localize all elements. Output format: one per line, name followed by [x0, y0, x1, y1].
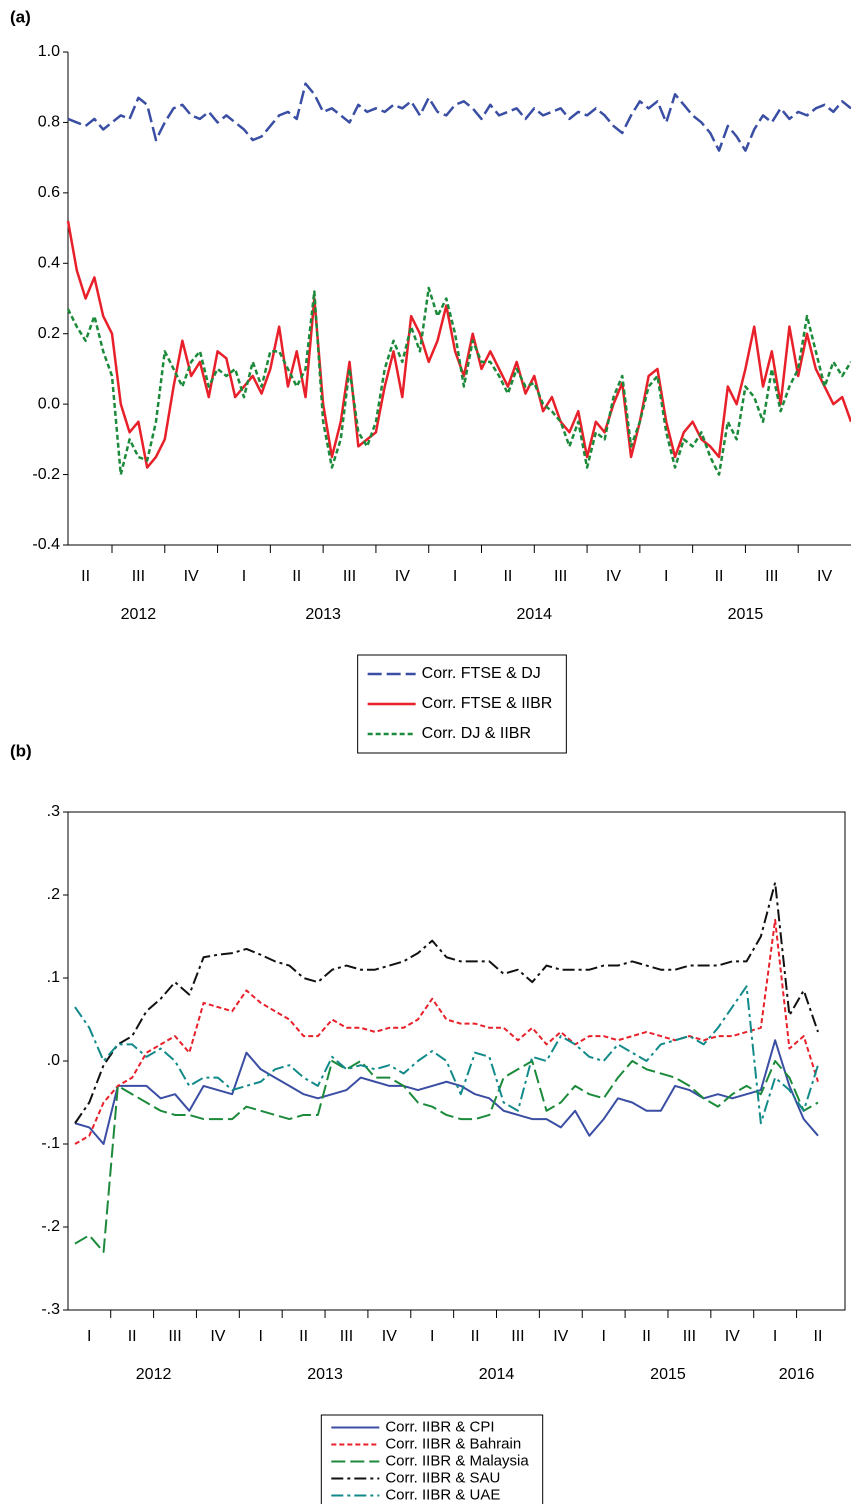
x-tick-label: III — [554, 568, 567, 585]
year-label: 2015 — [728, 606, 764, 623]
x-tick-label: III — [340, 1328, 353, 1345]
y-tick-label: -.2 — [41, 1218, 60, 1235]
legend-label: Corr. IIBR & UAE — [385, 1486, 500, 1503]
x-tick-label: I — [773, 1328, 777, 1345]
x-tick-label: I — [87, 1328, 91, 1345]
series-line — [74, 1039, 819, 1145]
y-tick-label: -.1 — [41, 1135, 60, 1152]
x-tick-label: IV — [553, 1328, 568, 1345]
year-label: 2015 — [650, 1366, 686, 1383]
x-tick-label: IV — [725, 1328, 740, 1345]
x-tick-label: IV — [184, 568, 199, 585]
plot-frame — [67, 811, 846, 1311]
y-tick-label: -0.4 — [32, 536, 60, 553]
year-label: 2016 — [779, 1366, 815, 1383]
legend-label: Corr. FTSE & IIBR — [422, 695, 553, 712]
y-tick-label: 0.8 — [38, 114, 60, 131]
y-tick-label: .2 — [47, 886, 60, 903]
series-line — [74, 881, 819, 1124]
x-tick-label: IV — [395, 568, 410, 585]
year-label: 2012 — [136, 1366, 172, 1383]
y-tick-label: 0.2 — [38, 325, 60, 342]
x-tick-label: I — [259, 1328, 263, 1345]
series-line — [74, 985, 819, 1125]
x-tick-label: III — [683, 1328, 696, 1345]
legend-label: Corr. IIBR & CPI — [385, 1418, 494, 1435]
legend-label: Corr. IIBR & Malaysia — [385, 1452, 529, 1469]
x-tick-label: II — [471, 1328, 480, 1345]
x-tick-label: II — [814, 1328, 823, 1345]
year-label: 2012 — [121, 606, 157, 623]
legend-label: Corr. IIBR & Bahrain — [385, 1435, 521, 1452]
legend-label: Corr. FTSE & DJ — [422, 665, 541, 682]
x-tick-label: III — [765, 568, 778, 585]
year-label: 2013 — [305, 606, 341, 623]
x-tick-label: I — [664, 568, 668, 585]
x-tick-label: IV — [382, 1328, 397, 1345]
y-tick-label: .1 — [47, 969, 60, 986]
y-tick-label: -0.2 — [32, 466, 60, 483]
y-tick-label: .3 — [47, 803, 60, 820]
year-label: 2013 — [307, 1366, 343, 1383]
y-tick-label: 0.0 — [38, 395, 60, 412]
chart-title: (a) — [10, 7, 31, 26]
legend-label: Corr. IIBR & SAU — [385, 1469, 500, 1486]
x-tick-label: IV — [817, 568, 832, 585]
x-tick-label: III — [343, 568, 356, 585]
x-tick-label: III — [168, 1328, 181, 1345]
x-tick-label: III — [511, 1328, 524, 1345]
x-tick-label: II — [642, 1328, 651, 1345]
x-tick-label: II — [715, 568, 724, 585]
y-tick-label: -.3 — [41, 1301, 60, 1318]
x-tick-label: II — [503, 568, 512, 585]
y-tick-label: 1.0 — [38, 43, 60, 60]
x-tick-label: I — [601, 1328, 605, 1345]
x-tick-label: I — [430, 1328, 434, 1345]
chart-title: (b) — [10, 741, 32, 760]
x-tick-label: II — [128, 1328, 137, 1345]
x-tick-label: IV — [606, 568, 621, 585]
x-tick-label: I — [453, 568, 457, 585]
y-tick-label: 0.6 — [38, 184, 60, 201]
legend-label: Corr. DJ & IIBR — [422, 725, 531, 742]
x-tick-label: III — [132, 568, 145, 585]
series-line — [66, 286, 851, 476]
x-tick-label: IV — [210, 1328, 225, 1345]
year-label: 2014 — [516, 606, 552, 623]
x-tick-label: I — [242, 568, 246, 585]
series-line — [74, 1060, 819, 1253]
x-tick-label: II — [299, 1328, 308, 1345]
year-label: 2014 — [479, 1366, 515, 1383]
y-tick-label: .0 — [47, 1052, 60, 1069]
y-tick-label: 0.4 — [38, 255, 60, 272]
legend-box — [320, 1414, 544, 1504]
series-line — [74, 918, 819, 1145]
x-tick-label: II — [81, 568, 90, 585]
series-line — [67, 82, 851, 152]
x-tick-label: II — [292, 568, 301, 585]
